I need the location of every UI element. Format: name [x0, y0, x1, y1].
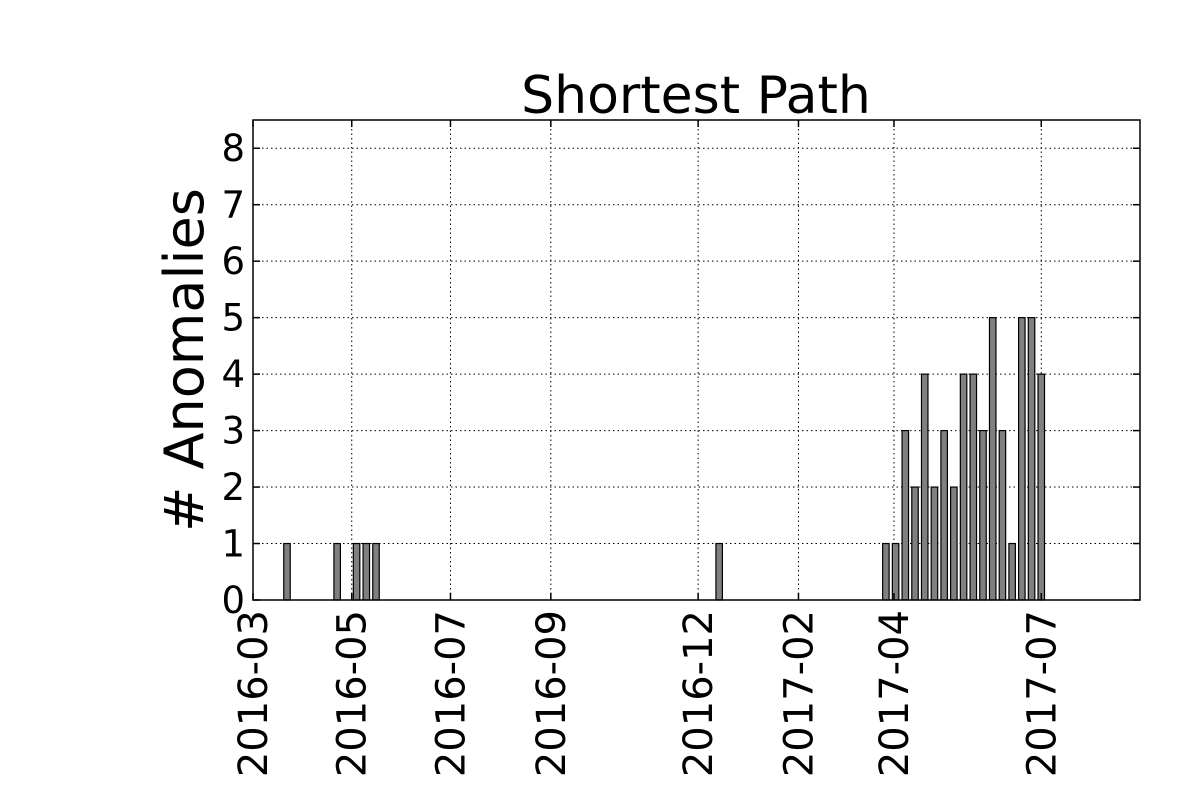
y-tick-label: 8 [221, 127, 245, 170]
y-tick-label: 5 [221, 297, 245, 340]
y-axis-label: # Anomalies [153, 188, 216, 532]
bar [372, 542, 380, 601]
y-tick-label: 4 [221, 353, 245, 396]
bar [352, 542, 361, 601]
bar [283, 542, 291, 601]
x-tick-label: 2017-07 [1019, 610, 1065, 777]
bar [333, 542, 342, 601]
bar [891, 542, 900, 601]
bar [1037, 373, 1046, 601]
x-tick-label: 2017-04 [872, 610, 918, 777]
ticks-layer: 0 1 2 3 4 5 6 7 8 2016-03 2016-05 2016-07 2016-09 201… [221, 120, 1140, 777]
y-tick-label: 0 [221, 579, 245, 622]
y-tick-label: 3 [221, 410, 245, 453]
bar [959, 373, 968, 601]
bar [911, 486, 919, 601]
y-tick-label: 1 [221, 523, 245, 566]
bar [969, 373, 978, 601]
x-tick-label: 2017-02 [776, 610, 822, 777]
bar [1018, 317, 1026, 601]
x-tick-label: 2016-03 [231, 610, 277, 777]
bar [930, 486, 939, 601]
grid-layer [252, 120, 1140, 601]
bar [1008, 542, 1016, 601]
x-tick-label: 2016-07 [428, 610, 474, 777]
bar [950, 486, 958, 601]
x-tick-label: 2016-05 [330, 610, 376, 777]
x-tick-label: 2016-09 [529, 610, 575, 777]
x-tick-label: 2016-12 [676, 610, 722, 777]
plot-frame [252, 119, 1141, 601]
bar [998, 429, 1007, 601]
bar [940, 429, 948, 601]
y-tick-label: 6 [221, 240, 245, 283]
y-tick-label: 7 [221, 184, 245, 227]
bar [715, 542, 723, 601]
y-tick-label: 2 [221, 466, 245, 509]
bar [979, 429, 987, 601]
bar [920, 373, 929, 601]
bars-layer [283, 317, 1046, 601]
bar [362, 542, 371, 601]
bar [1027, 317, 1036, 601]
bar [882, 542, 890, 601]
bar [901, 429, 910, 601]
chart-title: Shortest Path [521, 66, 871, 126]
bar [988, 317, 997, 601]
